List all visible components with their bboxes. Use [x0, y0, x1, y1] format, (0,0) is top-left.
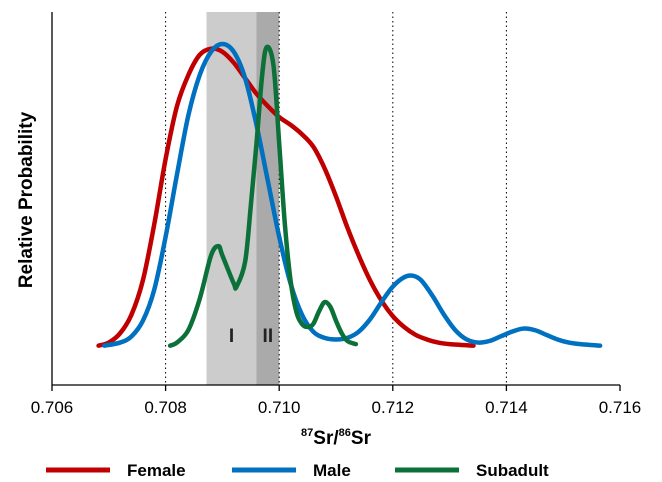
plot-area: I II — [96, 12, 603, 385]
shaded-region-1 — [206, 12, 257, 385]
x-tick-label-1: 0.708 — [144, 398, 187, 417]
shaded-region-2 — [256, 12, 280, 385]
legend: Female Male Subadult — [46, 461, 549, 480]
legend-label-male: Male — [313, 461, 351, 480]
y-axis-title: Relative Probability — [16, 111, 37, 288]
x-tick-label-4: 0.714 — [485, 398, 528, 417]
region-label-i: I — [229, 326, 234, 347]
region-label-ii: II — [263, 326, 274, 347]
x-axis-title-text: Sr/ — [313, 428, 339, 449]
x-tick-label-2: 0.710 — [258, 398, 301, 417]
x-axis-title-superscript: 87 — [301, 427, 313, 439]
x-tick-label-5: 0.716 — [599, 398, 642, 417]
legend-item-male: Male — [232, 461, 351, 480]
x-axis-title-text: Sr — [351, 428, 372, 449]
legend-label-female: Female — [127, 461, 186, 480]
series-line-female — [96, 46, 476, 348]
series-line-subadult — [167, 44, 359, 348]
x-axis-title-superscript: 86 — [339, 427, 351, 439]
legend-label-subadult: Subadult — [476, 461, 549, 480]
x-tick-label-0: 0.706 — [31, 398, 74, 417]
axes: 0.706 0.708 0.710 0.712 0.714 0.716 — [31, 12, 642, 417]
legend-item-subadult: Subadult — [395, 461, 549, 480]
x-tick-label-3: 0.712 — [372, 398, 415, 417]
series-line-male — [102, 41, 603, 348]
legend-item-female: Female — [46, 461, 186, 480]
x-axis-title: 87Sr/86Sr — [301, 427, 372, 449]
